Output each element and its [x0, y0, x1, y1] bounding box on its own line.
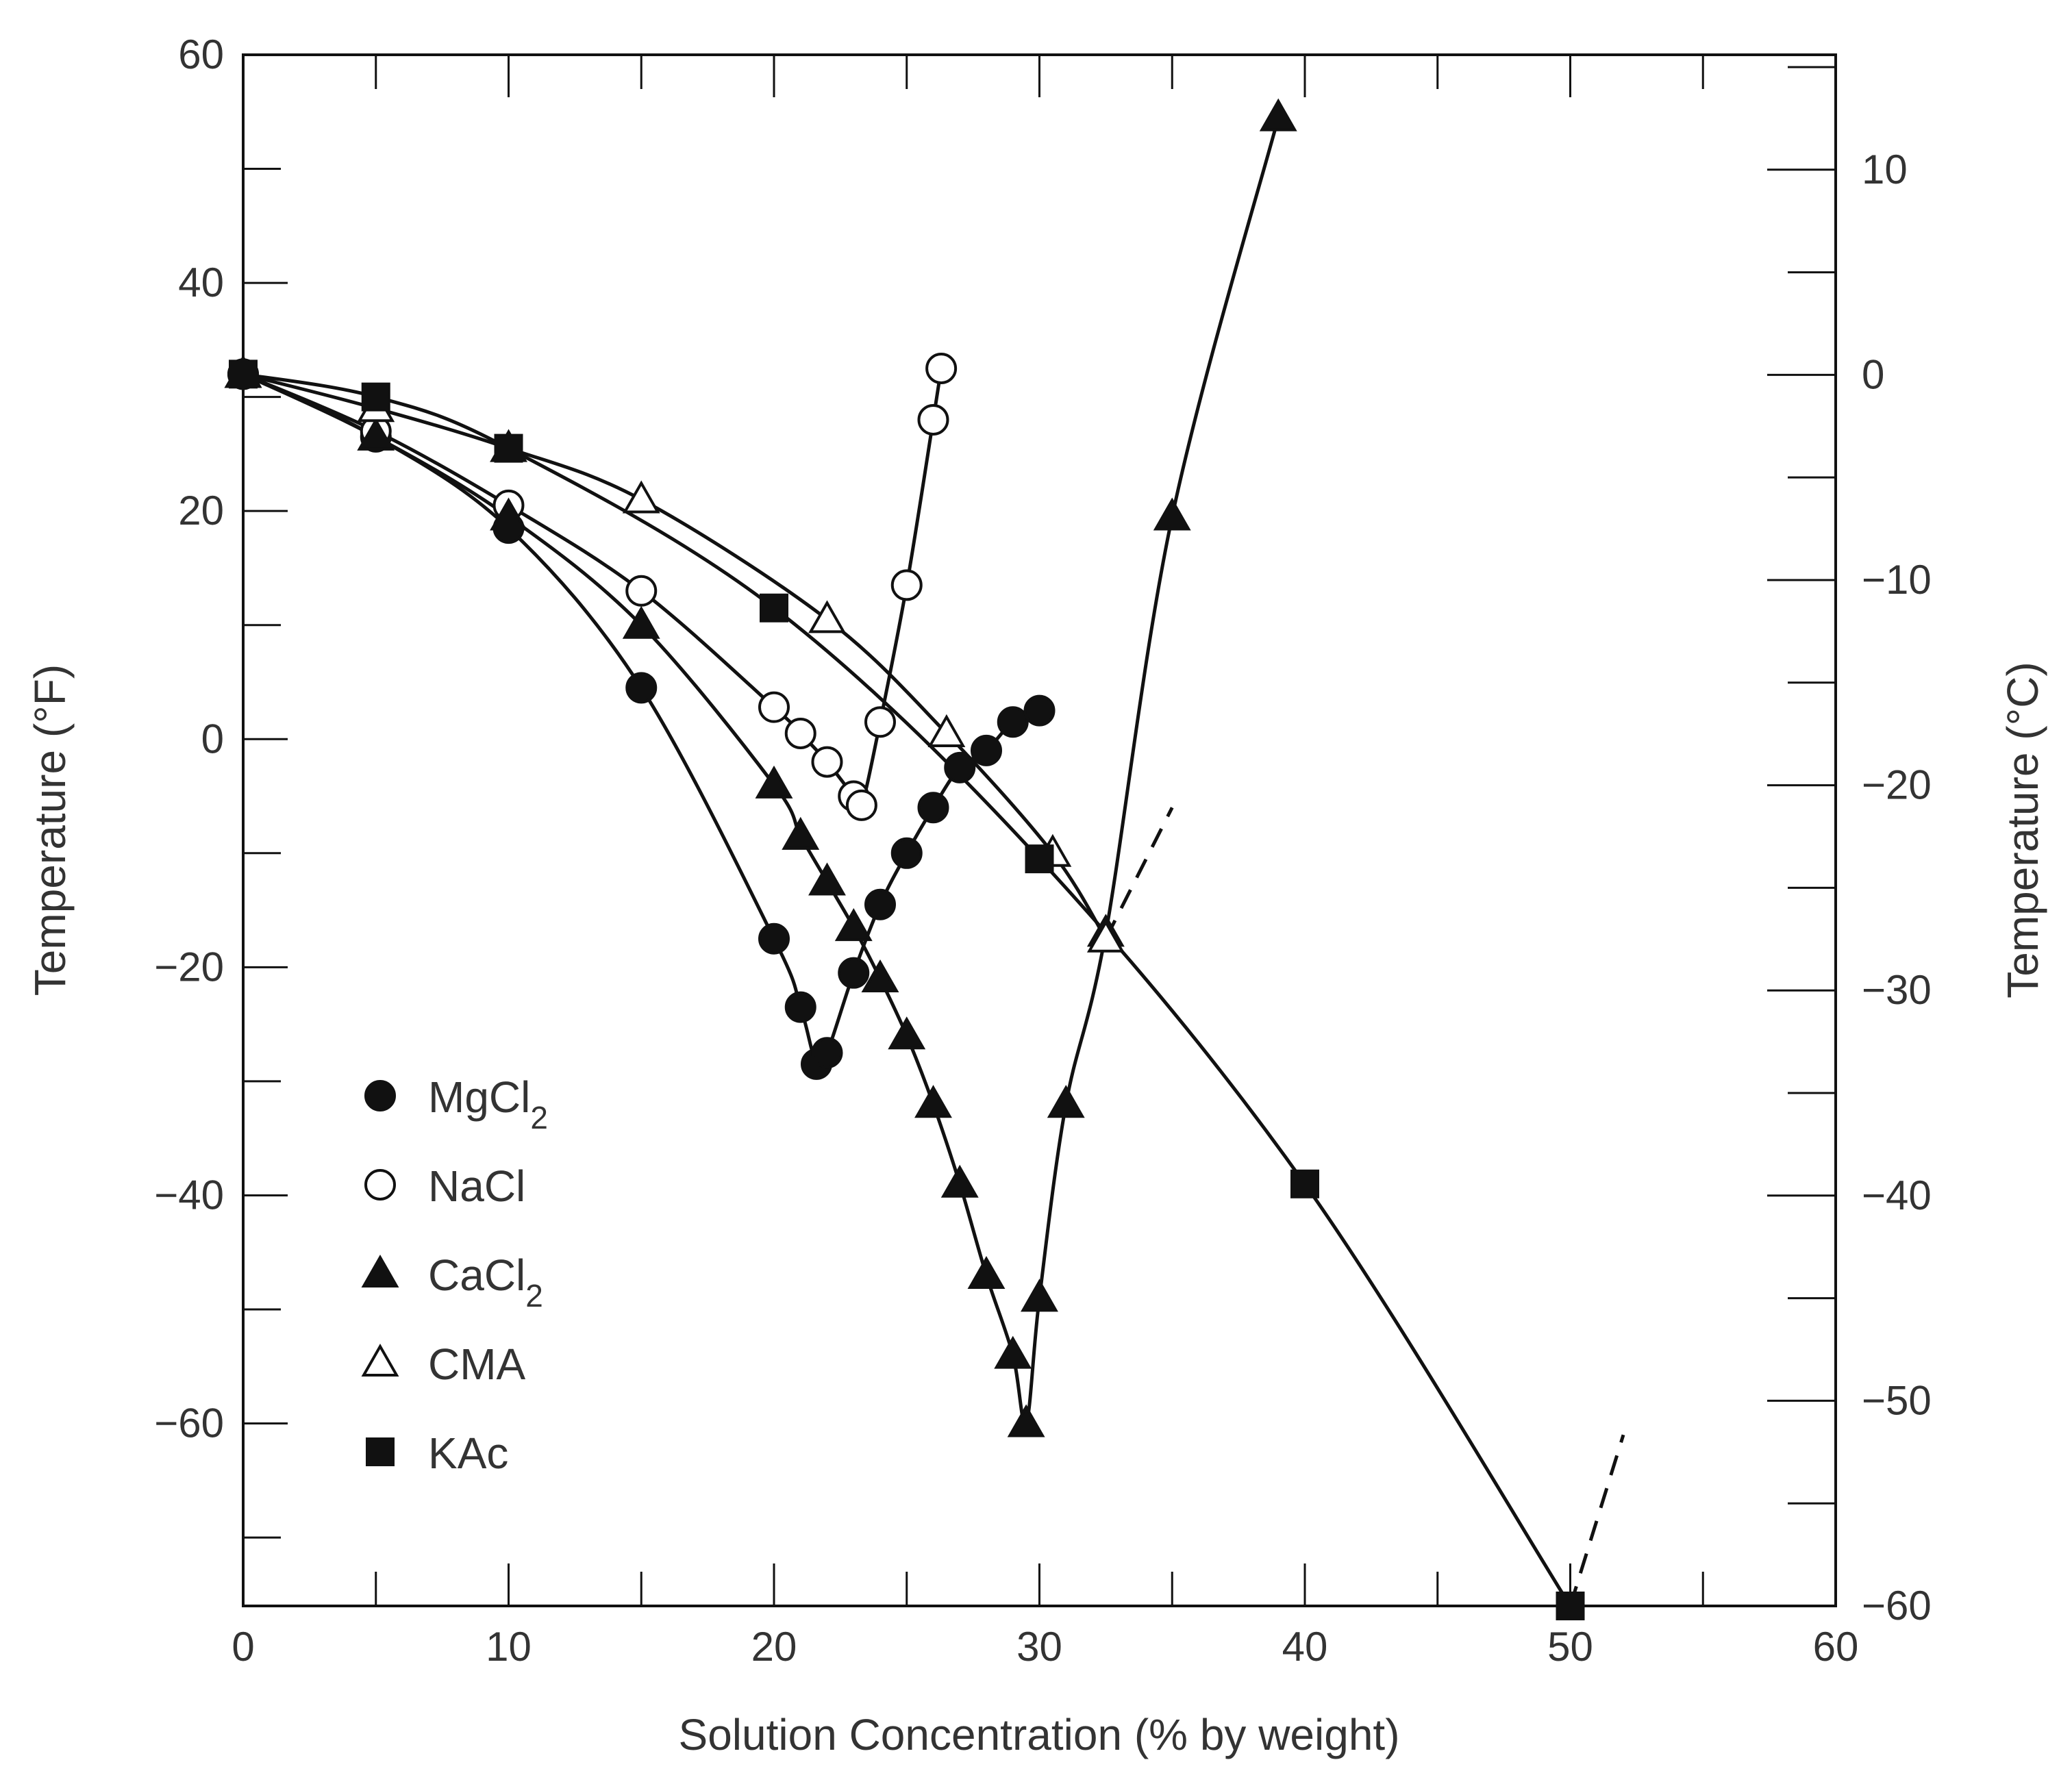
x-tick-label: 20 [751, 1624, 797, 1670]
point-kac [760, 593, 788, 623]
point-mgcl [997, 706, 1029, 738]
legend-label-subscript: 2 [530, 1100, 548, 1135]
legend-marker-kac [366, 1437, 395, 1466]
point-cacl [1153, 497, 1191, 531]
point-nacl [625, 575, 658, 607]
point-kac [1556, 1592, 1585, 1620]
legend-marker-mgcl [364, 1080, 396, 1111]
x-axis-title: Solution Concentration (% by weight) [679, 1710, 1400, 1759]
point-cma [808, 600, 846, 633]
point-mgcl [971, 734, 1002, 766]
tick-labels: 0 10 20 30 40 50 60 60 40 20 0 −20 −40 −60 10 0 −10 −20 −3… [154, 32, 1932, 1670]
point-cacl [357, 417, 395, 451]
y2-tick-label: −20 [1862, 762, 1932, 808]
point-kac [494, 434, 523, 463]
x-tick-label: 0 [232, 1624, 254, 1670]
y-tick-label: 20 [178, 488, 224, 533]
ticks [242, 53, 1837, 1607]
legend-label: MgCl2 [428, 1072, 548, 1135]
point-nacl [890, 569, 923, 601]
y2-tick-label: −60 [1862, 1583, 1932, 1629]
point-cma [622, 480, 660, 514]
point-cacl [994, 1335, 1032, 1369]
curve-mgcl [241, 372, 1041, 1070]
legend-marker-cacl [361, 1254, 399, 1287]
point-cacl [914, 1085, 952, 1118]
point-cacl [861, 959, 899, 993]
legend-label-subscript: 2 [525, 1278, 543, 1314]
point-cacl [1259, 98, 1297, 131]
curve-cma [241, 372, 1108, 941]
y-tick-label: 60 [178, 32, 224, 77]
y-tick-label: −20 [154, 944, 224, 990]
point-mgcl [838, 957, 870, 989]
y-tick-label: 40 [178, 260, 224, 305]
x-tick-label: 10 [486, 1624, 532, 1670]
x-tick-label: 60 [1813, 1624, 1859, 1670]
point-nacl [864, 706, 896, 738]
x-tick-label: 30 [1016, 1624, 1062, 1670]
point-nacl [784, 717, 816, 749]
point-nacl [925, 352, 958, 384]
point-cacl [1021, 1279, 1058, 1312]
y2-tick-label: −10 [1862, 557, 1932, 603]
point-cma [1086, 919, 1125, 953]
point-nacl [917, 403, 949, 436]
point-kac [1025, 844, 1054, 874]
y2-axis-title: Temperature (°C) [1998, 662, 2047, 998]
point-nacl [811, 746, 843, 778]
dashed-extension-cma [1104, 807, 1174, 940]
legend-marker-nacl [364, 1169, 396, 1201]
point-cacl [967, 1255, 1006, 1290]
point-cacl [622, 605, 660, 639]
point-cacl [808, 862, 846, 896]
point-cacl [888, 1016, 926, 1050]
point-mgcl [890, 837, 923, 869]
dashed-extension-kac [1569, 1434, 1625, 1607]
y2-tick-label: −40 [1862, 1172, 1932, 1218]
x-tick-label: 50 [1547, 1624, 1593, 1670]
curve-cacl [241, 116, 1280, 1427]
point-cacl [490, 497, 527, 531]
point-mgcl [758, 922, 790, 955]
point-mgcl [864, 888, 896, 920]
point-kac [1290, 1169, 1319, 1198]
point-kac [229, 360, 258, 389]
point-mgcl [784, 991, 816, 1023]
point-mgcl [917, 792, 949, 824]
point-kac [361, 382, 390, 412]
legend-label: CaCl2 [428, 1251, 543, 1314]
point-cacl [755, 765, 793, 799]
point-cacl [1047, 1085, 1085, 1118]
point-mgcl [1023, 694, 1056, 727]
legend-label: KAc [428, 1429, 508, 1478]
point-cacl [1007, 1404, 1045, 1437]
y-tick-label: −60 [154, 1400, 224, 1446]
point-cacl [940, 1164, 979, 1198]
point-nacl [758, 691, 790, 723]
y2-tick-label: 10 [1862, 147, 1908, 192]
curve-kac [241, 372, 1572, 1608]
y2-tick-label: 0 [1862, 351, 1884, 397]
point-cma [927, 714, 966, 747]
x-tick-label: 40 [1282, 1624, 1328, 1670]
point-mgcl [811, 1037, 843, 1069]
markers [224, 98, 1585, 1620]
legend-marker-cma [361, 1343, 399, 1377]
y-axis-title: Temperature (°F) [25, 664, 75, 996]
point-cacl [782, 816, 820, 850]
point-mgcl [625, 672, 658, 704]
point-cacl [834, 908, 873, 942]
y2-tick-label: −30 [1862, 967, 1932, 1013]
legend: MgCl2 NaCl CaCl2 CMA KAc [361, 1072, 548, 1478]
point-nacl [845, 789, 877, 821]
y-tick-label: 0 [201, 716, 224, 762]
legend-label: NaCl [428, 1161, 525, 1211]
legend-label: CMA [428, 1340, 526, 1389]
y2-tick-label: −50 [1862, 1377, 1932, 1423]
point-mgcl [944, 751, 976, 783]
y-tick-label: −40 [154, 1172, 224, 1218]
curve-nacl [241, 366, 943, 812]
